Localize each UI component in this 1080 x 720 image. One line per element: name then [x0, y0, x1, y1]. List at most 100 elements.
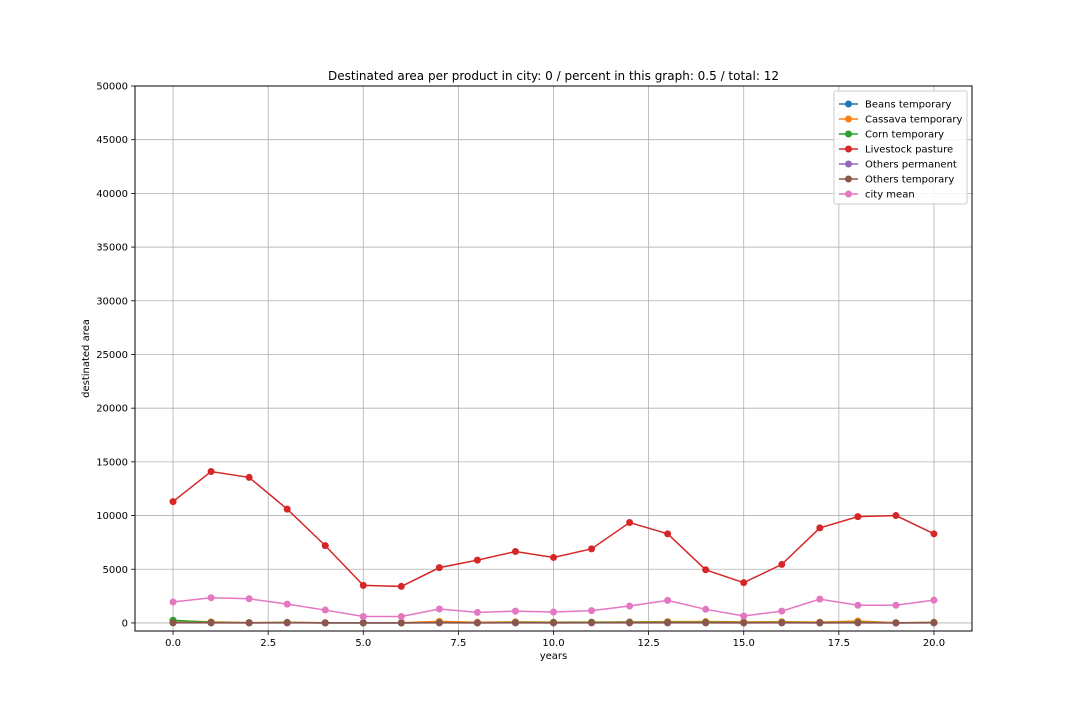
- data-point: [397, 582, 405, 590]
- data-point: [892, 619, 900, 627]
- axis-ticks: 0.0 2.5 5.0 7.5 10.0 12.5 15.0 17.5 20.0 0 5000 100…: [96, 82, 945, 650]
- x-tick-label: 5.0: [355, 638, 371, 649]
- x-tick-label: 20.0: [923, 638, 945, 649]
- x-axis-label: years: [540, 651, 568, 662]
- data-point: [359, 619, 367, 627]
- data-point: [778, 607, 786, 615]
- data-point: [321, 542, 329, 550]
- data-point: [511, 548, 519, 556]
- legend-swatch-marker: [845, 175, 852, 183]
- data-point: [169, 619, 177, 627]
- series-livestock-pasture: [169, 468, 938, 590]
- data-point: [588, 607, 596, 615]
- data-point: [359, 581, 367, 589]
- data-point: [854, 601, 862, 609]
- data-point: [473, 556, 481, 564]
- x-tick-label: 0.0: [165, 638, 181, 649]
- legend-swatch-marker: [845, 190, 852, 198]
- data-point: [169, 598, 177, 606]
- legend-label: Others permanent: [865, 160, 957, 171]
- y-tick-label: 0: [122, 618, 128, 629]
- data-point: [550, 553, 557, 561]
- data-point: [854, 619, 862, 627]
- data-point: [588, 545, 596, 553]
- legend-item: Others temporary: [839, 175, 954, 186]
- data-point: [854, 513, 862, 521]
- legend-item: Corn temporary: [839, 130, 944, 141]
- data-point: [550, 619, 557, 627]
- legend-label: Cassava temporary: [865, 115, 963, 126]
- data-point: [207, 594, 215, 602]
- data-point: [283, 505, 291, 513]
- legend-item: Beans temporary: [839, 100, 951, 111]
- legend-box: [833, 90, 968, 205]
- data-point: [892, 512, 900, 520]
- data-point: [359, 613, 367, 621]
- legend: Beans temporary Cassava temporary Corn tem…: [833, 90, 968, 205]
- data-point: [740, 612, 748, 620]
- data-point: [702, 605, 710, 613]
- chart-title: Destinated area per product in city: 0 /…: [328, 69, 779, 83]
- data-point: [626, 519, 634, 527]
- data-point: [664, 596, 672, 604]
- data-point: [816, 619, 824, 627]
- data-point: [664, 530, 672, 538]
- data-point: [245, 473, 253, 481]
- x-tick-label: 7.5: [450, 638, 466, 649]
- data-point: [664, 619, 672, 627]
- legend-swatch-marker: [845, 130, 852, 138]
- y-axis-label: destinated area: [81, 319, 92, 398]
- data-point: [435, 564, 443, 572]
- legend-swatch-marker: [845, 115, 852, 123]
- data-point: [930, 596, 938, 604]
- y-tick-label: 5000: [103, 565, 128, 576]
- legend-label: city mean: [865, 190, 915, 201]
- y-tick-label: 15000: [96, 457, 128, 468]
- y-tick-label: 45000: [96, 135, 128, 146]
- legend-label: Beans temporary: [865, 100, 951, 111]
- y-tick-label: 10000: [96, 511, 128, 522]
- data-point: [473, 619, 481, 627]
- data-point: [207, 468, 215, 476]
- data-point: [816, 524, 824, 532]
- data-point: [245, 619, 253, 627]
- legend-item: Cassava temporary: [839, 115, 963, 126]
- series-city-mean: [169, 594, 938, 621]
- data-point: [207, 619, 215, 627]
- series-lines: [169, 468, 938, 627]
- y-tick-label: 35000: [96, 243, 128, 254]
- data-point: [892, 601, 900, 609]
- data-point: [397, 619, 405, 627]
- data-point: [321, 619, 329, 627]
- series-others-temporary: [169, 619, 938, 627]
- data-point: [550, 608, 557, 616]
- x-tick-label: 2.5: [260, 638, 276, 649]
- data-point: [321, 606, 329, 614]
- x-tick-label: 15.0: [733, 638, 755, 649]
- x-tick-label: 10.0: [542, 638, 564, 649]
- data-point: [930, 530, 938, 538]
- data-point: [588, 619, 596, 627]
- legend-label: Corn temporary: [865, 130, 944, 141]
- data-point: [473, 608, 481, 616]
- data-point: [397, 613, 405, 621]
- legend-item: city mean: [839, 190, 915, 201]
- data-point: [245, 595, 253, 603]
- data-point: [816, 595, 824, 603]
- x-tick-label: 12.5: [637, 638, 659, 649]
- data-point: [702, 619, 710, 627]
- data-point: [702, 566, 710, 574]
- y-tick-label: 40000: [96, 189, 128, 200]
- legend-swatch-marker: [845, 160, 852, 168]
- legend-swatch-marker: [845, 145, 852, 153]
- legend-item: Others permanent: [839, 160, 957, 171]
- legend-swatch-marker: [845, 100, 852, 108]
- data-point: [740, 619, 748, 627]
- data-point: [930, 619, 938, 627]
- data-point: [626, 619, 634, 627]
- data-point: [169, 498, 177, 506]
- data-point: [435, 605, 443, 613]
- y-tick-label: 20000: [96, 404, 128, 415]
- legend-label: Livestock pasture: [865, 145, 953, 156]
